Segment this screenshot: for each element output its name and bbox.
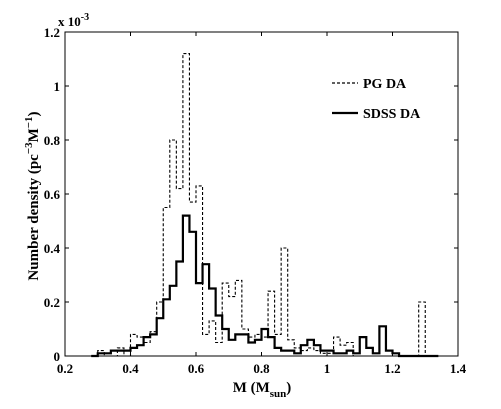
y-exponent-label: x 10-3: [58, 12, 89, 29]
x-tick-label: 0.4: [122, 361, 139, 376]
series-line-pg-da: [91, 53, 439, 357]
y-tick-label: 0.8: [44, 133, 61, 148]
x-axis-title-sub: sun: [270, 388, 287, 400]
legend-label-sdss-da: SDSS DA: [363, 107, 421, 122]
y-axis-title-mid: M: [26, 128, 42, 142]
y-tick-label: 1.2: [44, 25, 60, 40]
y-axis-title: Number density (pc−3M−1): [23, 111, 42, 280]
x-axis-title: M (Msun): [233, 380, 292, 400]
x-tick-label: 0.8: [253, 361, 270, 376]
series-layer: [91, 53, 439, 358]
x-tick-label: 0.6: [188, 361, 205, 376]
y-tick-label: 0.2: [44, 295, 60, 310]
x-tick-label: 1.2: [384, 361, 400, 376]
y-tick-labels: 0 0.2 0.4 0.6 0.8 1 1.2: [44, 25, 61, 364]
y-tick-label: 0.6: [44, 187, 61, 202]
y-tick-label: 0: [54, 349, 61, 364]
x-tick-label: 1: [324, 361, 331, 376]
y-axis-title-close: ): [26, 111, 42, 116]
legend: PG DA SDSS DA: [332, 77, 421, 122]
y-tick-label: 0.4: [44, 241, 61, 256]
y-axis-title-sup2: −1: [23, 116, 35, 128]
axis-ticks: [64, 31, 459, 357]
x-tick-label: 0.2: [57, 361, 73, 376]
y-tick-label: 1: [54, 79, 61, 94]
series-line-sdss-da: [91, 214, 439, 358]
x-tick-labels: 0.2 0.4 0.6 0.8 1 1.2 1.4: [57, 361, 467, 376]
x-axis-title-close: ): [286, 380, 291, 396]
y-axis-title-sup1: −3: [23, 142, 35, 154]
y-exponent-power: -3: [81, 12, 89, 23]
x-tick-label: 1.4: [450, 361, 467, 376]
legend-label-pg-da: PG DA: [363, 77, 407, 92]
